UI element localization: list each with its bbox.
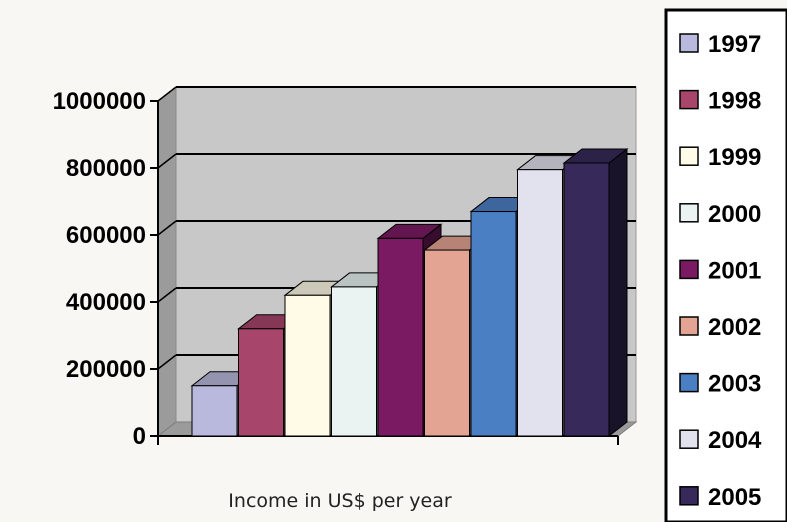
legend-swatch-2000 (679, 203, 699, 223)
legend-item-2002: 2002 (679, 314, 761, 341)
legend-item-2005: 2005 (679, 484, 761, 511)
legend-label-2004: 2004 (708, 427, 762, 454)
legend-swatch-2003 (679, 372, 699, 393)
legend-swatch-1998 (679, 89, 699, 110)
bar-side-2005 (608, 147, 628, 438)
legend: 1997 1998 1999 2000 2001 2002 2003 2004 2005 (679, 31, 762, 511)
legend-item-1999: 1999 (679, 144, 761, 171)
x-axis-label: Income in US$ per year (228, 490, 452, 512)
gridline-side (157, 287, 177, 303)
y-tick-label: 200000 (66, 356, 146, 383)
legend-swatch-2005 (679, 486, 699, 506)
bar-front-2001 (377, 237, 424, 437)
bar-front-1998 (238, 328, 284, 437)
x-axis (157, 435, 619, 445)
bar-front-2003 (470, 211, 517, 437)
y-tick-label: 600000 (66, 222, 146, 249)
chart-side-wall (157, 85, 177, 438)
legend-swatch-2004 (679, 429, 699, 449)
legend-label-2005: 2005 (708, 484, 761, 511)
legend-label-2002: 2002 (708, 314, 761, 341)
legend-item-2003: 2003 (679, 371, 761, 398)
y-tick-label: 800000 (66, 155, 146, 182)
bar-2005 (562, 147, 629, 438)
legend-item-2004: 2004 (679, 427, 762, 454)
legend-label-1998: 1998 (708, 88, 761, 115)
gridline-side (157, 354, 177, 370)
legend-swatch-1997 (679, 33, 699, 53)
legend-label-2000: 2000 (708, 201, 761, 228)
legend-label-1997: 1997 (708, 31, 761, 58)
legend-label-2001: 2001 (708, 257, 761, 284)
legend-item-1997: 1997 (679, 31, 761, 58)
bar-front-2002 (424, 249, 470, 437)
legend-swatch-2001 (679, 259, 699, 280)
legend-label-2003: 2003 (708, 371, 761, 398)
legend-item-2000: 2000 (679, 201, 761, 228)
legend-swatch-1999 (679, 146, 699, 166)
bar-front-1999 (284, 294, 331, 437)
bar-front-2000 (331, 286, 377, 437)
legend-label-1999: 1999 (708, 144, 761, 171)
bar-front-1997 (191, 385, 238, 437)
legend-item-1998: 1998 (679, 88, 761, 115)
y-axis: 0 200000 400000 600000 800000 1000000 (53, 88, 159, 450)
legend-swatch-2002 (679, 316, 699, 336)
bar-front-2004 (517, 169, 563, 437)
bar-front-2005 (563, 162, 610, 437)
legend-item-2001: 2001 (679, 257, 761, 284)
bars (190, 147, 629, 438)
y-tick-label: 0 (133, 423, 146, 450)
gridline-side (157, 153, 177, 169)
gridline-side (157, 220, 177, 236)
y-tick-label: 400000 (66, 289, 146, 316)
gridline-side (157, 86, 177, 102)
y-tick-label: 1000000 (53, 88, 146, 115)
